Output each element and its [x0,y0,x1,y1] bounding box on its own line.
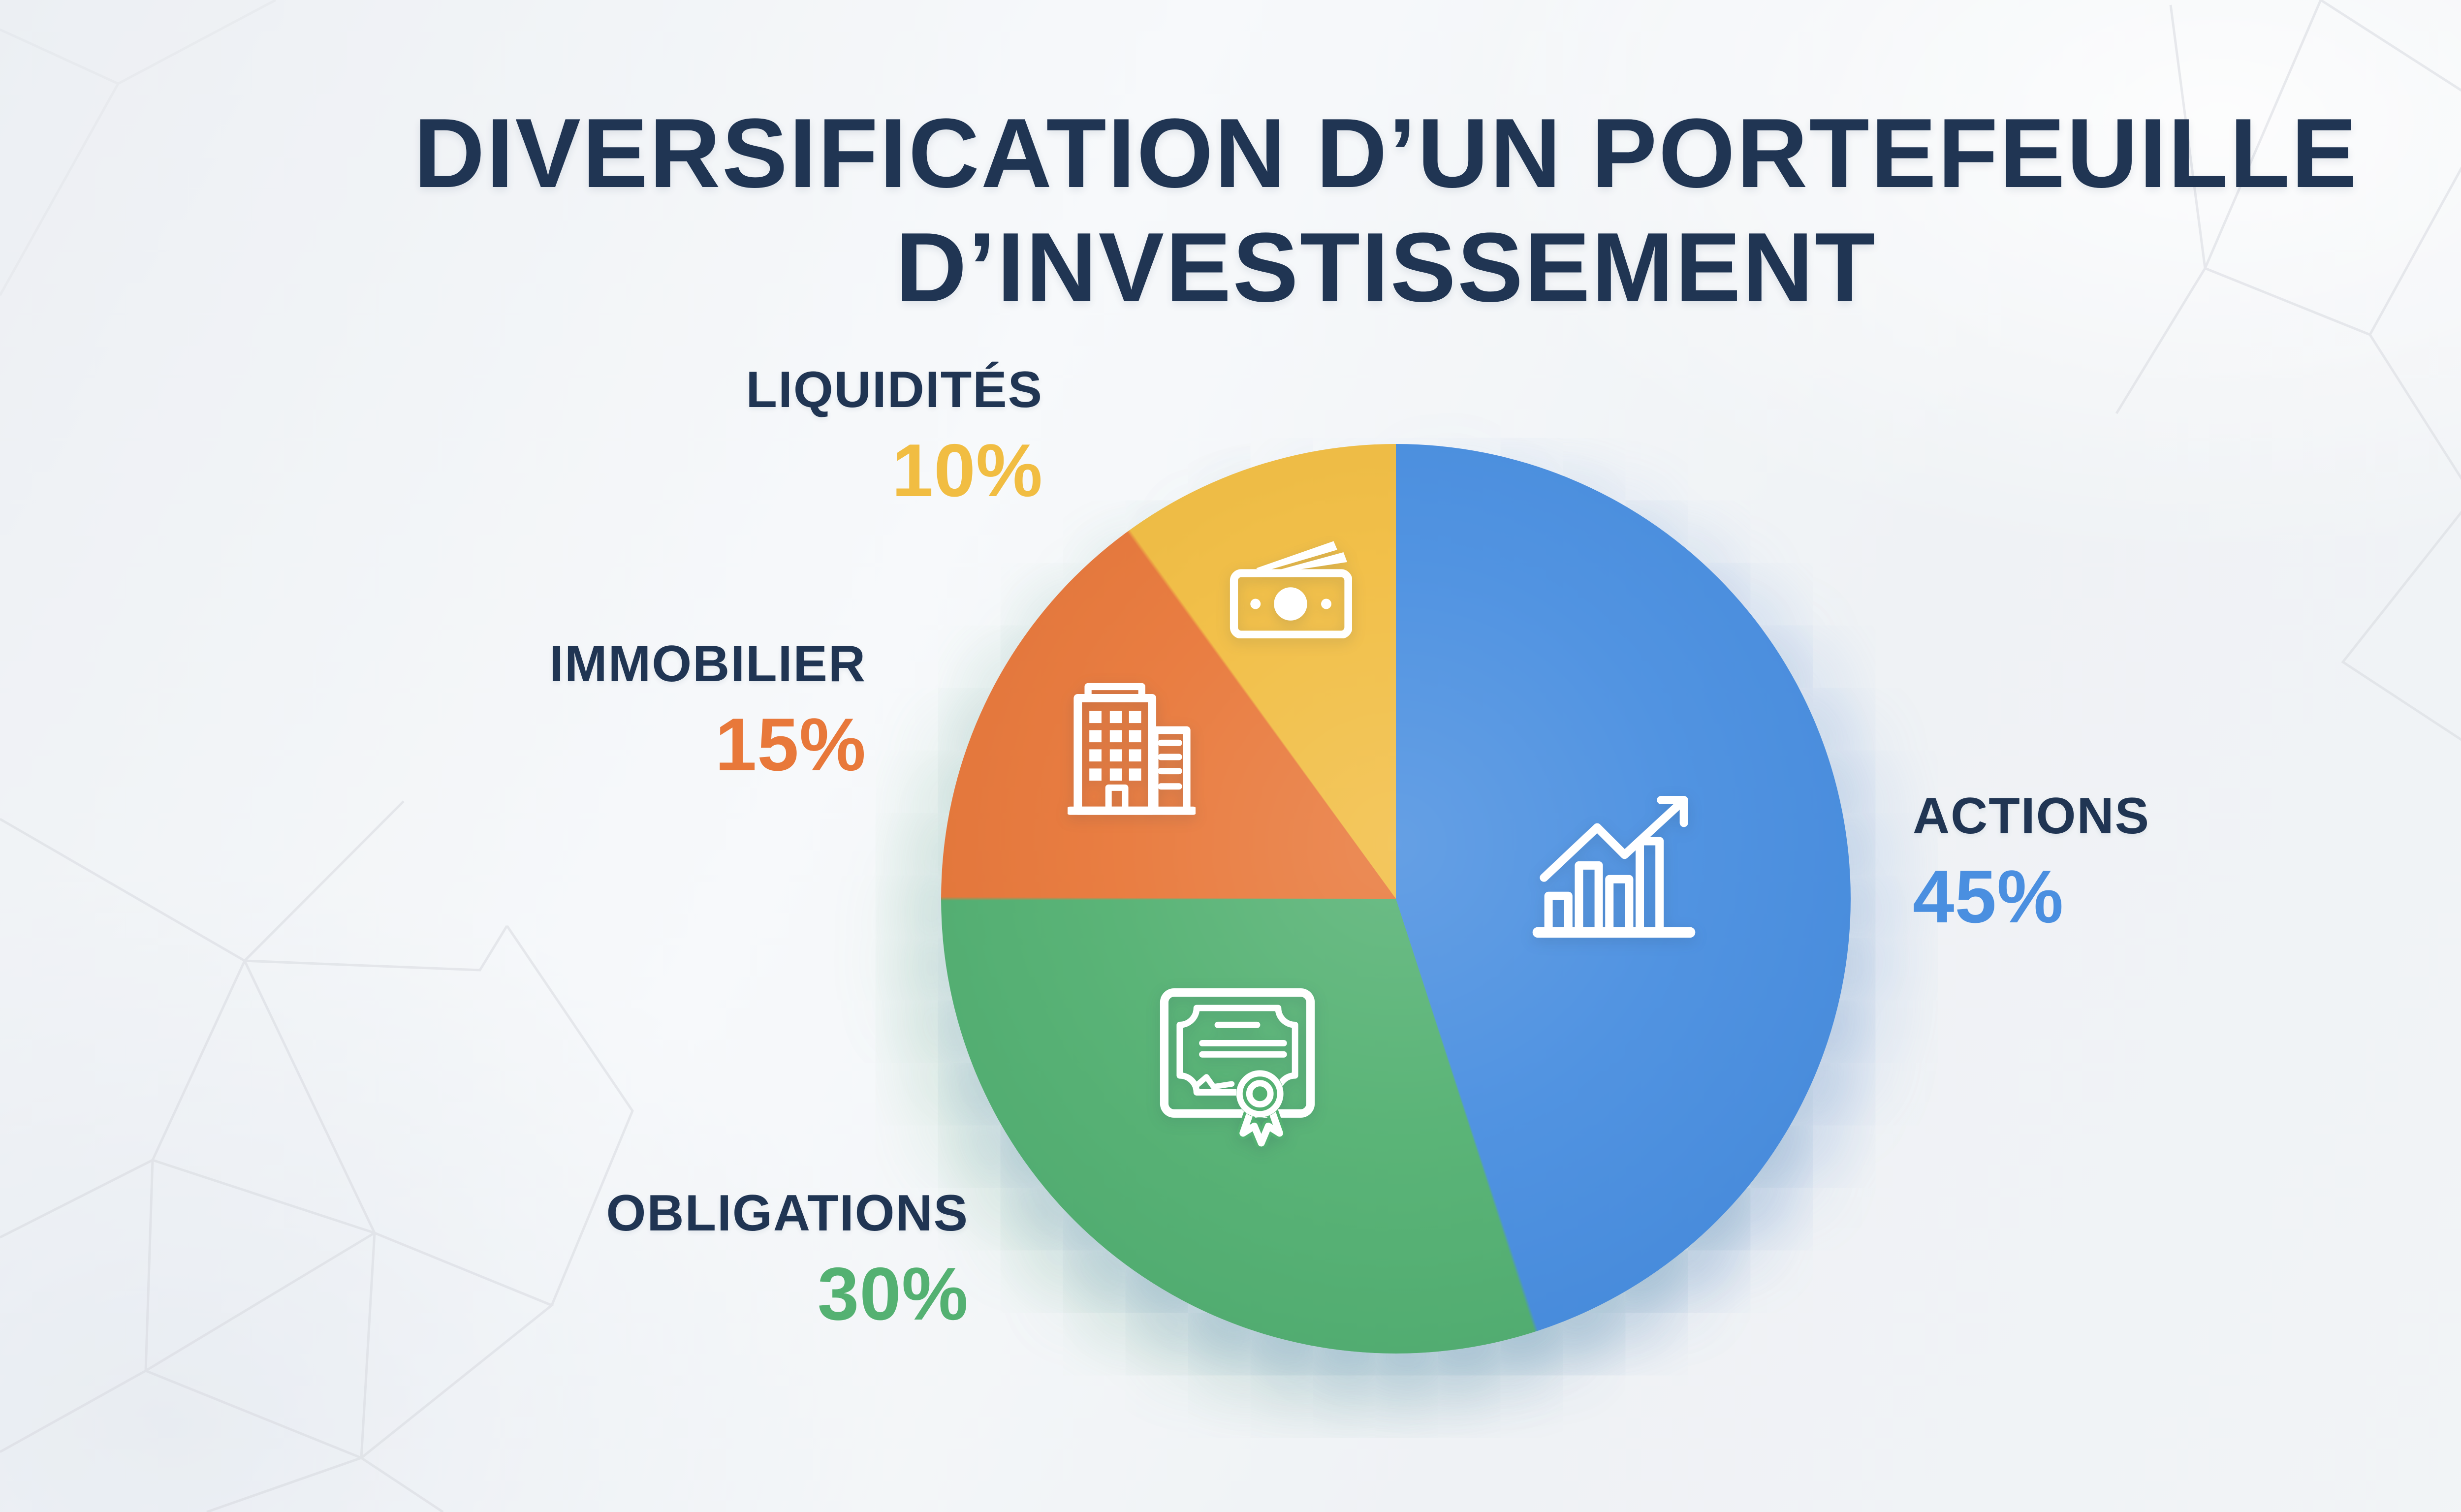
label-immobilier-name: IMMOBILIER [549,635,866,693]
growth-chart-icon [1530,791,1698,943]
label-immobilier-percent: 15% [715,703,866,787]
label-actions-percent: 45% [1913,855,2064,939]
page-title-line1: DIVERSIFICATION D’UN PORTEFEUILLE [413,98,2359,208]
label-liquidites-name: LIQUIDITÉS [746,361,1043,418]
banknote-icon [1229,537,1352,638]
label-obligations: OBLIGATIONS 30% [606,1184,969,1336]
label-actions-name: ACTIONS [1913,788,2150,845]
pie-chart [941,444,1851,1354]
label-actions: ACTIONS 45% [1913,787,2150,939]
label-liquidites-percent: 10% [891,429,1043,512]
page-title-line2: D’INVESTISSEMENT [895,213,1877,322]
buildings-icon [1068,683,1196,819]
label-immobilier: IMMOBILIER 15% [549,634,866,787]
certificate-icon [1159,987,1316,1147]
label-obligations-name: OBLIGATIONS [606,1185,969,1242]
page-title: DIVERSIFICATION D’UN PORTEFEUILLE D’INVE… [0,96,2461,325]
label-obligations-percent: 30% [817,1252,969,1336]
label-liquidites: LIQUIDITÉS 10% [746,360,1043,513]
